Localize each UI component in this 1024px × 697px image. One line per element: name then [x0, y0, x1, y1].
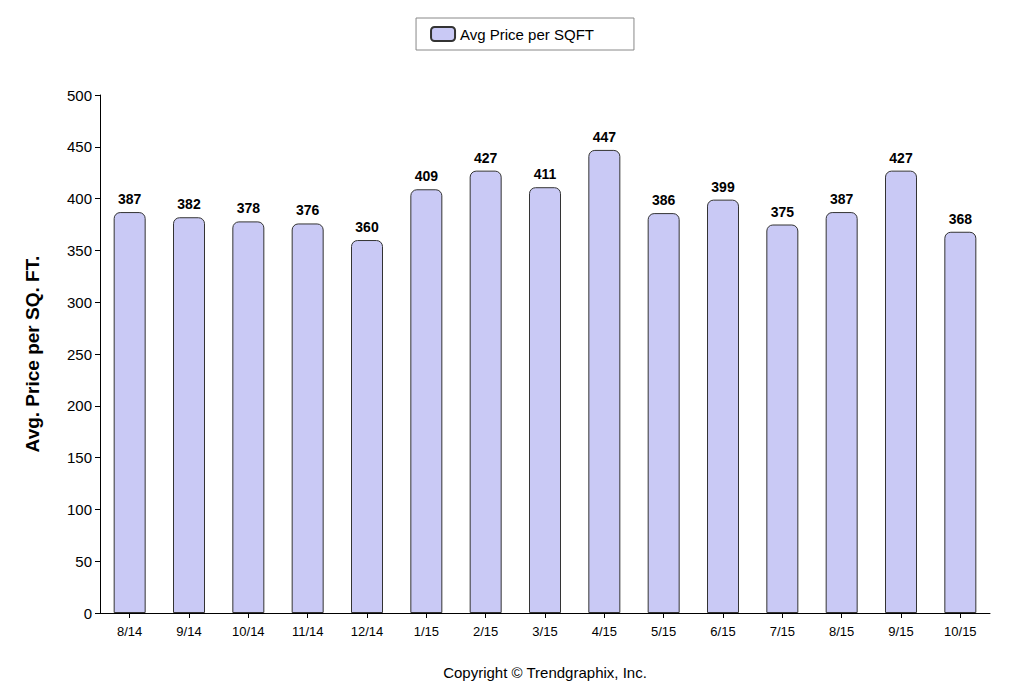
- svg-text:386: 386: [652, 192, 676, 208]
- svg-text:250: 250: [67, 346, 92, 363]
- svg-text:387: 387: [830, 191, 854, 207]
- svg-text:9/15: 9/15: [888, 624, 913, 639]
- svg-text:Avg. Price per SQ. FT.: Avg. Price per SQ. FT.: [22, 256, 43, 453]
- svg-text:500: 500: [67, 87, 92, 104]
- svg-text:3/15: 3/15: [532, 624, 557, 639]
- svg-text:1/15: 1/15: [414, 624, 439, 639]
- svg-text:378: 378: [237, 200, 261, 216]
- svg-text:5/15: 5/15: [651, 624, 676, 639]
- svg-text:411: 411: [534, 166, 557, 182]
- svg-text:Copyright © Trendgraphix, Inc.: Copyright © Trendgraphix, Inc.: [443, 664, 647, 681]
- svg-text:387: 387: [118, 191, 142, 207]
- svg-text:9/14: 9/14: [176, 624, 201, 639]
- svg-text:10/15: 10/15: [944, 624, 977, 639]
- svg-text:382: 382: [177, 196, 201, 212]
- svg-text:8/14: 8/14: [117, 624, 142, 639]
- svg-text:399: 399: [711, 179, 735, 195]
- svg-text:409: 409: [415, 168, 439, 184]
- svg-text:0: 0: [84, 605, 92, 622]
- svg-text:427: 427: [889, 150, 913, 166]
- svg-text:447: 447: [593, 129, 617, 145]
- svg-text:427: 427: [474, 150, 498, 166]
- svg-text:Avg Price per SQFT: Avg Price per SQFT: [460, 26, 594, 43]
- svg-text:400: 400: [67, 190, 92, 207]
- svg-text:375: 375: [771, 204, 795, 220]
- svg-text:6/15: 6/15: [710, 624, 735, 639]
- svg-text:368: 368: [949, 211, 973, 227]
- svg-text:300: 300: [67, 294, 92, 311]
- svg-text:360: 360: [355, 219, 379, 235]
- svg-text:11/14: 11/14: [292, 624, 324, 639]
- svg-text:7/15: 7/15: [770, 624, 795, 639]
- svg-text:200: 200: [67, 397, 92, 414]
- svg-text:100: 100: [67, 501, 92, 518]
- svg-text:150: 150: [67, 449, 92, 466]
- svg-text:50: 50: [75, 553, 92, 570]
- svg-text:8/15: 8/15: [829, 624, 854, 639]
- svg-text:4/15: 4/15: [592, 624, 617, 639]
- svg-text:376: 376: [296, 202, 320, 218]
- svg-text:12/14: 12/14: [351, 624, 384, 639]
- svg-text:2/15: 2/15: [473, 624, 498, 639]
- svg-text:450: 450: [67, 138, 92, 155]
- svg-text:10/14: 10/14: [232, 624, 265, 639]
- svg-text:350: 350: [67, 242, 92, 259]
